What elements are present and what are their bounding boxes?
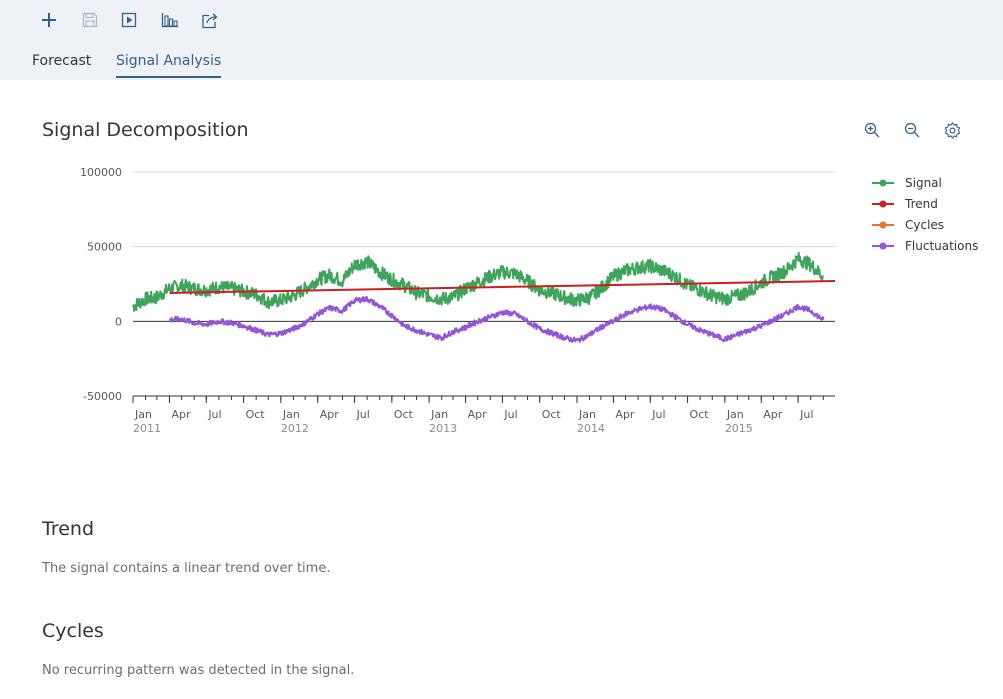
x-tick-label: Apr (468, 408, 488, 421)
x-year-label: 2012 (281, 422, 309, 435)
y-tick-label: 50000 (87, 241, 122, 254)
x-tick-label: Jul (207, 408, 221, 421)
share-icon (202, 13, 218, 28)
x-year-label: 2013 (429, 422, 457, 435)
legend-swatch-dot (879, 179, 887, 187)
settings-button[interactable] (940, 118, 964, 142)
trend-description: The signal contains a linear trend over … (42, 561, 331, 576)
x-tick-label: Jan (134, 408, 152, 421)
cycles-title: Cycles (42, 620, 104, 642)
x-tick-label: Oct (542, 408, 562, 421)
series-line-fluctuations (168, 295, 825, 343)
tab-forecast[interactable]: Forecast (32, 53, 92, 69)
x-year-label: 2011 (133, 422, 161, 435)
save-icon (82, 12, 98, 28)
app-header: Forecast Signal Analysis (0, 0, 1003, 80)
zoom-in-icon (864, 122, 880, 138)
x-tick-label: Jul (651, 408, 665, 421)
x-tick-label: Oct (246, 408, 266, 421)
x-tick-label: Jan (282, 408, 300, 421)
x-tick-label: Jul (503, 408, 517, 421)
legend-label: Signal (905, 176, 942, 190)
legend-swatch-dot (879, 200, 887, 208)
save-button[interactable] (77, 8, 103, 32)
legend-swatch-dot (879, 242, 887, 250)
legend-swatch-dot (879, 221, 887, 229)
x-tick-label: Oct (394, 408, 414, 421)
x-tick-label: Jan (726, 408, 744, 421)
series-line-trend (169, 280, 836, 294)
x-tick-label: Apr (320, 408, 340, 421)
x-tick-label: Apr (171, 408, 191, 421)
y-tick-label: -50000 (83, 390, 122, 403)
settings-icon (944, 121, 960, 139)
y-tick-label: 0 (115, 315, 122, 328)
zoom-out-button[interactable] (900, 118, 924, 142)
legend-label: Fluctuations (905, 239, 978, 253)
add-icon (42, 13, 56, 27)
add-button[interactable] (36, 8, 62, 32)
zoom-in-button[interactable] (860, 118, 884, 142)
x-tick-label: Jul (356, 408, 370, 421)
zoom-out-icon (904, 122, 920, 138)
x-tick-label: Oct (690, 408, 710, 421)
x-tick-label: Jul (799, 408, 813, 421)
chart-icon (161, 13, 178, 28)
legend-label: Cycles (905, 218, 944, 232)
decomposition-title: Signal Decomposition (42, 119, 249, 141)
x-year-label: 2014 (577, 422, 605, 435)
series-line-signal (132, 251, 824, 312)
y-tick-label: 100000 (80, 166, 122, 179)
chart-button[interactable] (157, 8, 183, 32)
x-year-label: 2015 (725, 422, 753, 435)
x-tick-label: Jan (578, 408, 596, 421)
x-tick-label: Apr (615, 408, 635, 421)
x-tick-label: Apr (763, 408, 783, 421)
tab-signal-analysis[interactable]: Signal Analysis (116, 53, 222, 78)
share-button[interactable] (197, 8, 223, 32)
run-button[interactable] (116, 8, 142, 32)
chart-toolbar (860, 118, 970, 142)
tab-bar: Forecast Signal Analysis (0, 40, 400, 80)
toolbar (0, 0, 400, 40)
legend-label: Trend (904, 197, 938, 211)
x-tick-label: Jan (430, 408, 448, 421)
cycles-description: No recurring pattern was detected in the… (42, 663, 355, 678)
trend-title: Trend (42, 518, 94, 540)
play-icon (121, 12, 137, 28)
